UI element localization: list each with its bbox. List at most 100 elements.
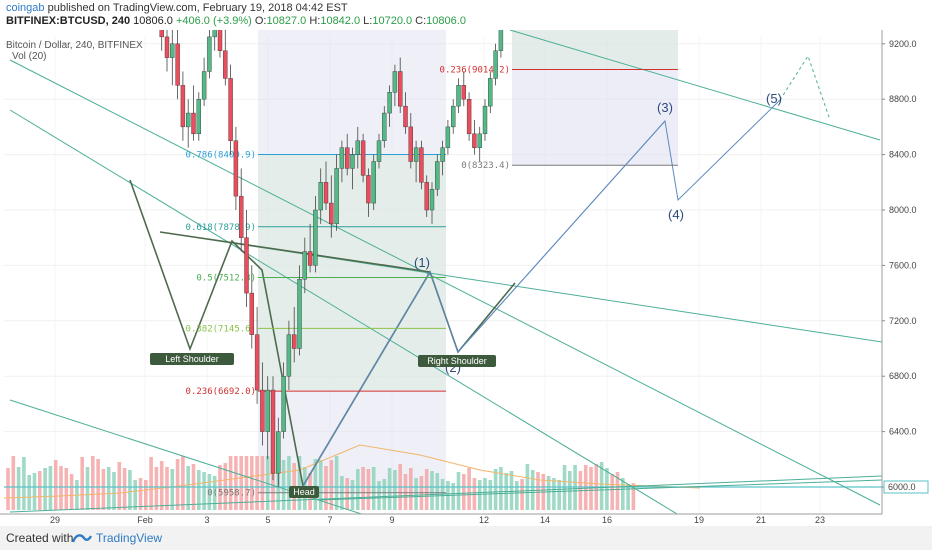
- price-tick-label: 8800.0: [889, 94, 917, 104]
- publisher-name[interactable]: coingab: [6, 2, 45, 14]
- volume-bar: [85, 467, 90, 510]
- fib-label-left: 0.382(7145.6): [186, 324, 256, 334]
- volume-bar: [345, 478, 349, 510]
- candle-body: [360, 140, 366, 176]
- time-tick-label: 7: [327, 515, 332, 525]
- pattern-label: Right Shoulder: [427, 356, 487, 366]
- created-with-label: Created with: [6, 531, 74, 545]
- long-down-trendline-2: [9, 59, 881, 506]
- footer: Created with TradingView: [0, 526, 932, 550]
- candle-body: [223, 50, 228, 79]
- open-label: O:: [254, 15, 267, 27]
- close-label: C:: [415, 15, 427, 27]
- close-value: 10806.0: [426, 15, 466, 27]
- volume-bar: [509, 471, 514, 510]
- low-value: 10720.0: [372, 15, 413, 27]
- high-label: H:: [309, 15, 321, 27]
- volume-bar: [6, 468, 10, 510]
- candle-body: [307, 251, 313, 266]
- candle-body: [350, 154, 355, 169]
- volume-bar: [228, 456, 233, 510]
- low-label: L:: [363, 15, 373, 27]
- volume-bar: [244, 456, 249, 510]
- candle-body: [477, 133, 482, 148]
- volume-bar: [568, 471, 572, 510]
- candle-body: [493, 50, 498, 79]
- volume-bar: [138, 478, 143, 510]
- candle-body: [482, 105, 488, 135]
- candle-body: [286, 334, 292, 377]
- volume-bar: [144, 480, 148, 510]
- tradingview-brand-link[interactable]: TradingView: [96, 531, 163, 545]
- candle-body: [276, 431, 281, 474]
- volume-bar: [287, 456, 291, 510]
- price-tick-label: 9200.0: [889, 39, 917, 49]
- volume-bar: [430, 471, 434, 510]
- fib-label-left: 0.618(7878.9): [186, 223, 256, 233]
- candle-body: [254, 334, 260, 391]
- time-tick-label: 14: [540, 515, 550, 525]
- volume-bar: [202, 472, 206, 510]
- time-tick-label: 16: [602, 515, 612, 525]
- volume-bar: [371, 467, 376, 510]
- time-tick-label: Feb: [137, 515, 153, 525]
- time-tick-label: 19: [694, 515, 704, 525]
- candle-body: [201, 71, 207, 100]
- projected-wave-path: [779, 54, 831, 121]
- price-tick-label: 7600.0: [889, 260, 917, 270]
- candle-body: [403, 105, 408, 128]
- price-axis-panel: [882, 30, 932, 514]
- volume-bar: [197, 470, 201, 510]
- volume-bar: [149, 457, 153, 510]
- candle-body: [371, 161, 376, 204]
- candle-body: [191, 112, 196, 135]
- price-tick-label: 6400.0: [889, 427, 917, 437]
- price-tag-box: [883, 480, 929, 494]
- fib-label-left: 0(5958.7): [207, 489, 256, 499]
- volume-bar: [212, 476, 217, 510]
- volume-bar: [250, 456, 254, 510]
- candle-body: [345, 147, 350, 169]
- candle-body: [440, 147, 445, 162]
- lower-support-line-2: [319, 479, 883, 501]
- candle-body: [435, 161, 440, 190]
- price-chart[interactable]: 1.618(10986.1)1(10065.9)0.786(8400.9)0.6…: [0, 30, 932, 526]
- candle-body: [297, 279, 302, 349]
- candle-body: [408, 126, 413, 162]
- fib-zone-green-right: [512, 30, 678, 70]
- candle-body: [196, 98, 202, 135]
- volume-bar: [133, 480, 137, 510]
- volume-bar: [350, 480, 355, 510]
- lower-support-line: [9, 475, 883, 513]
- volume-bar: [403, 474, 408, 510]
- volume-bar: [80, 457, 84, 510]
- time-tick-label: 21: [756, 515, 766, 525]
- candle-body: [376, 140, 382, 162]
- volume-bar: [297, 456, 302, 510]
- volume-bar: [356, 469, 360, 510]
- fib-label-left: 0.786(8400.9): [186, 150, 256, 160]
- volume-bar: [281, 460, 286, 510]
- price-tick-label: 8400.0: [889, 150, 917, 160]
- volume-bar: [409, 468, 413, 510]
- high-value: 10842.0: [320, 15, 361, 27]
- volume-bar: [265, 456, 270, 510]
- chart-background: [0, 30, 932, 526]
- candle-body: [466, 98, 472, 135]
- candle-body: [212, 30, 217, 38]
- volume-bar: [377, 481, 381, 510]
- candle-body: [228, 78, 233, 141]
- candle-body: [339, 147, 345, 169]
- volume-bar: [207, 474, 212, 510]
- volume-bar: [181, 456, 185, 510]
- tradingview-logo-icon[interactable]: [72, 531, 92, 545]
- volume-bar: [456, 472, 461, 510]
- candle-body: [249, 292, 255, 335]
- volume-bar: [64, 468, 69, 510]
- volume-bar: [334, 456, 339, 510]
- volume-ma-line: [3, 444, 701, 499]
- ohlc-line: BITFINEX:BTCUSD, 240 10806.0 +406.0 (+3.…: [6, 15, 466, 27]
- fib-zone-lower-right: [512, 30, 678, 166]
- pattern-label-box: [150, 353, 234, 365]
